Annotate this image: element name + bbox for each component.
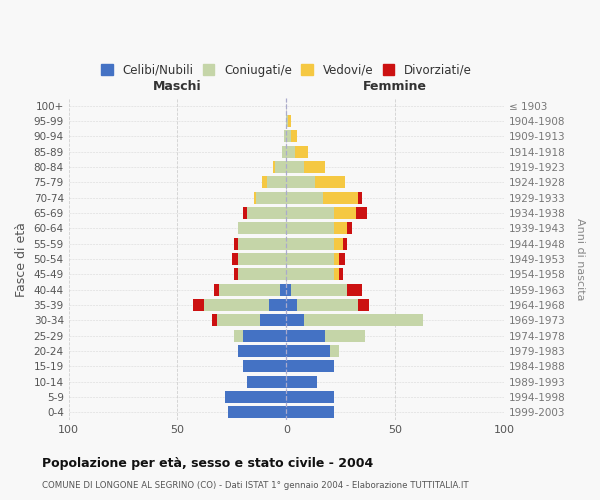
Bar xyxy=(343,238,347,250)
Bar xyxy=(262,176,267,188)
Bar xyxy=(286,207,334,219)
Bar xyxy=(193,299,203,311)
Text: Femmine: Femmine xyxy=(363,80,427,94)
Bar xyxy=(267,176,286,188)
Bar xyxy=(286,176,314,188)
Bar xyxy=(226,391,286,403)
Bar xyxy=(323,192,358,203)
Bar xyxy=(219,284,280,296)
Bar xyxy=(273,161,275,173)
Bar xyxy=(286,299,297,311)
Bar xyxy=(304,161,325,173)
Bar xyxy=(256,192,286,203)
Bar xyxy=(275,161,286,173)
Bar xyxy=(238,222,286,234)
Bar xyxy=(290,284,347,296)
Bar xyxy=(286,238,334,250)
Bar xyxy=(280,284,286,296)
Bar xyxy=(234,330,243,342)
Bar xyxy=(314,176,345,188)
Bar xyxy=(286,314,304,326)
Bar xyxy=(334,253,338,265)
Bar xyxy=(286,222,334,234)
Bar xyxy=(286,330,325,342)
Bar xyxy=(217,314,260,326)
Bar xyxy=(243,330,286,342)
Bar xyxy=(290,130,297,142)
Legend: Celibi/Nubili, Coniugati/e, Vedovi/e, Divorziati/e: Celibi/Nubili, Coniugati/e, Vedovi/e, Di… xyxy=(96,59,476,81)
Bar xyxy=(203,299,269,311)
Bar xyxy=(238,253,286,265)
Y-axis label: Fasce di età: Fasce di età xyxy=(15,222,28,296)
Bar xyxy=(286,345,330,357)
Bar xyxy=(330,345,338,357)
Bar xyxy=(247,207,286,219)
Bar xyxy=(304,314,424,326)
Bar xyxy=(286,268,334,280)
Bar xyxy=(238,238,286,250)
Bar xyxy=(334,268,338,280)
Bar xyxy=(238,345,286,357)
Bar xyxy=(347,284,362,296)
Bar xyxy=(286,192,323,203)
Bar xyxy=(254,192,256,203)
Bar xyxy=(347,222,352,234)
Bar xyxy=(334,238,343,250)
Bar xyxy=(338,253,345,265)
Bar xyxy=(286,115,289,127)
Bar xyxy=(295,146,308,158)
Text: Maschi: Maschi xyxy=(153,80,202,94)
Bar xyxy=(325,330,365,342)
Bar xyxy=(358,192,362,203)
Bar xyxy=(286,253,334,265)
Bar xyxy=(297,299,358,311)
Bar xyxy=(286,360,334,372)
Y-axis label: Anni di nascita: Anni di nascita xyxy=(575,218,585,300)
Bar xyxy=(243,207,247,219)
Bar xyxy=(286,406,334,418)
Bar xyxy=(243,360,286,372)
Text: Popolazione per età, sesso e stato civile - 2004: Popolazione per età, sesso e stato civil… xyxy=(42,458,373,470)
Bar xyxy=(338,268,343,280)
Bar xyxy=(234,268,238,280)
Bar xyxy=(286,391,334,403)
Bar xyxy=(358,299,369,311)
Bar xyxy=(286,284,290,296)
Bar xyxy=(247,376,286,388)
Bar xyxy=(286,130,290,142)
Bar xyxy=(286,146,295,158)
Bar xyxy=(286,376,317,388)
Bar xyxy=(286,161,304,173)
Bar xyxy=(284,130,286,142)
Bar xyxy=(234,238,238,250)
Bar xyxy=(356,207,367,219)
Bar xyxy=(282,146,286,158)
Bar xyxy=(269,299,286,311)
Bar xyxy=(260,314,286,326)
Bar xyxy=(289,115,290,127)
Text: COMUNE DI LONGONE AL SEGRINO (CO) - Dati ISTAT 1° gennaio 2004 - Elaborazione TU: COMUNE DI LONGONE AL SEGRINO (CO) - Dati… xyxy=(42,480,469,490)
Bar xyxy=(227,406,286,418)
Bar xyxy=(214,284,219,296)
Bar xyxy=(334,207,356,219)
Bar xyxy=(212,314,217,326)
Bar xyxy=(334,222,347,234)
Bar xyxy=(232,253,238,265)
Bar xyxy=(238,268,286,280)
